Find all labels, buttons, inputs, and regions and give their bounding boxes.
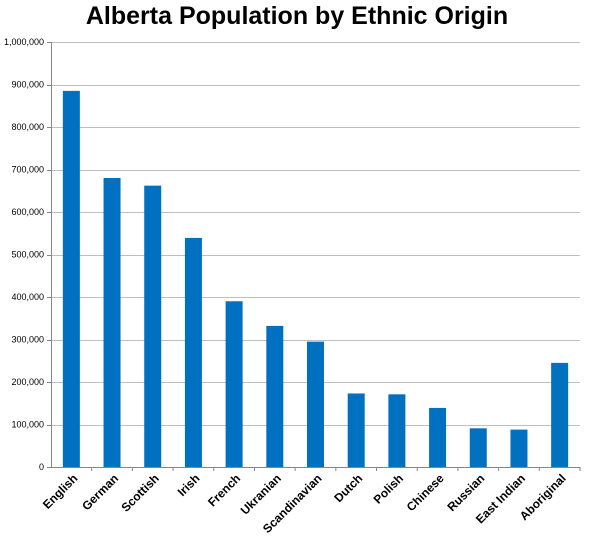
x-category-label: Polish [371, 471, 406, 506]
x-category-label: Irish [175, 471, 203, 499]
bars [62, 90, 569, 467]
y-tick-label: 700,000 [11, 165, 44, 175]
y-tick-label: 400,000 [11, 292, 44, 302]
y-tick-label: 0 [39, 462, 44, 472]
y-tick-label: 600,000 [11, 207, 44, 217]
bar-east-indian [510, 429, 528, 467]
bar-german [103, 178, 121, 467]
bar-dutch [347, 393, 365, 467]
y-tick-label: 900,000 [11, 80, 44, 90]
x-category-label: Scottish [118, 471, 161, 514]
bar-aboriginal [551, 362, 569, 467]
chart-title: Alberta Population by Ethnic Origin [85, 2, 509, 30]
x-category-label: Dutch [331, 471, 365, 505]
bar-irish [184, 237, 202, 467]
bar-english [62, 90, 80, 467]
bar-scandinavian [307, 341, 324, 467]
bar-scottish [144, 185, 162, 467]
bar-polish [388, 394, 406, 467]
x-category-label: English [40, 471, 81, 512]
y-tick-label: 100,000 [11, 420, 44, 430]
bar-ukranian [266, 325, 284, 467]
y-tick-labels: 0 100,000 200,000 300,000 400,000 500,000 600,… [4, 37, 44, 472]
bar-french [225, 301, 243, 467]
x-category-label: German [79, 471, 121, 513]
bar-chinese [429, 407, 447, 467]
y-tick-label: 800,000 [11, 122, 44, 132]
y-tick-label: 300,000 [11, 335, 44, 345]
x-category-label: Chinese [404, 471, 447, 514]
y-tick-label: 500,000 [11, 250, 44, 260]
axes [47, 42, 581, 471]
x-category-label: French [205, 471, 243, 509]
bar-russian [469, 428, 487, 467]
y-tick-label: 200,000 [11, 377, 44, 387]
y-tick-label: 1,000,000 [4, 37, 44, 47]
